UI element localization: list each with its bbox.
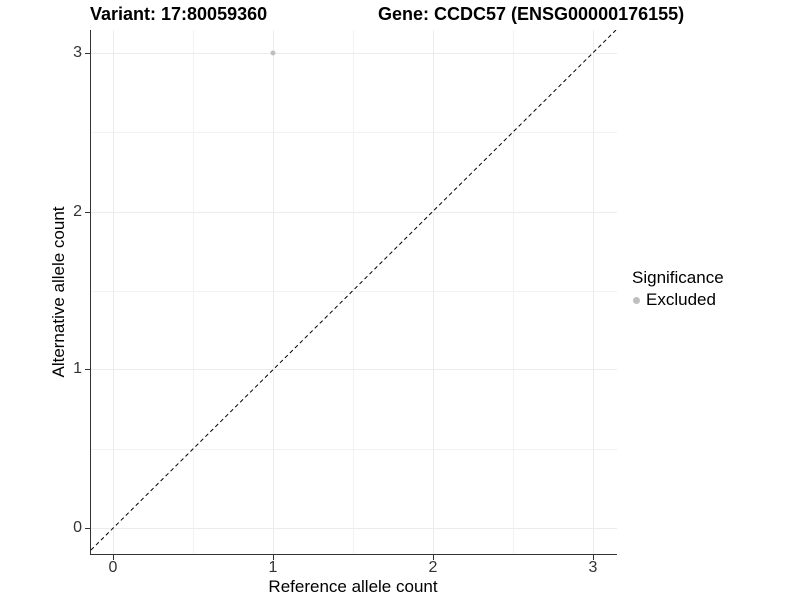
x-axis-title: Reference allele count [268,577,438,596]
gridline-y2 [91,212,617,213]
gridline-y1 [91,369,617,370]
x-tick-1 [273,555,274,560]
excluded-point-icon [633,296,640,304]
gridline-x2 [433,30,434,554]
gridline-x0-5 [193,30,194,554]
gridline-y0-5 [91,449,617,450]
legend-item-excluded: Excluded [632,290,724,310]
y-tick-label-3: 3 [73,44,82,61]
y-tick-label-0: 0 [73,519,82,536]
gridline-y1-5 [91,291,617,292]
x-tick-3 [593,555,594,560]
plot-panel [90,30,617,555]
x-tick-0 [113,555,114,560]
x-tick-label-3: 3 [588,559,598,576]
data-point [270,50,276,56]
gridline-y0 [91,528,617,529]
y-tick-3 [85,53,90,54]
y-tick-0 [85,528,90,529]
gridline-y3 [91,53,617,54]
gridline-x1 [273,30,274,554]
y-tick-1 [85,369,90,370]
gridline-y2-5 [91,132,617,133]
x-tick-label-0: 0 [108,559,118,576]
y-tick-label-2: 2 [73,203,82,220]
x-tick-label-2: 2 [428,559,438,576]
gridline-x1-5 [353,30,354,554]
legend: Significance Excluded [632,268,724,310]
variant-title: Variant: 17:80059360 [90,4,268,24]
gridline-x3 [593,30,594,554]
gridline-x0 [113,30,114,554]
gridline-x2-5 [513,30,514,554]
legend-item-label: Excluded [646,290,716,309]
identity-dashed-line [91,30,617,551]
x-tick-2 [433,555,434,560]
y-tick-2 [85,212,90,213]
gene-title: Gene: CCDC57 (ENSG00000176155) [378,4,685,24]
y-axis-title: Alternative allele count [49,206,68,378]
y-tick-label-1: 1 [73,360,82,377]
x-tick-label-1: 1 [268,559,278,576]
legend-title: Significance [632,268,724,287]
